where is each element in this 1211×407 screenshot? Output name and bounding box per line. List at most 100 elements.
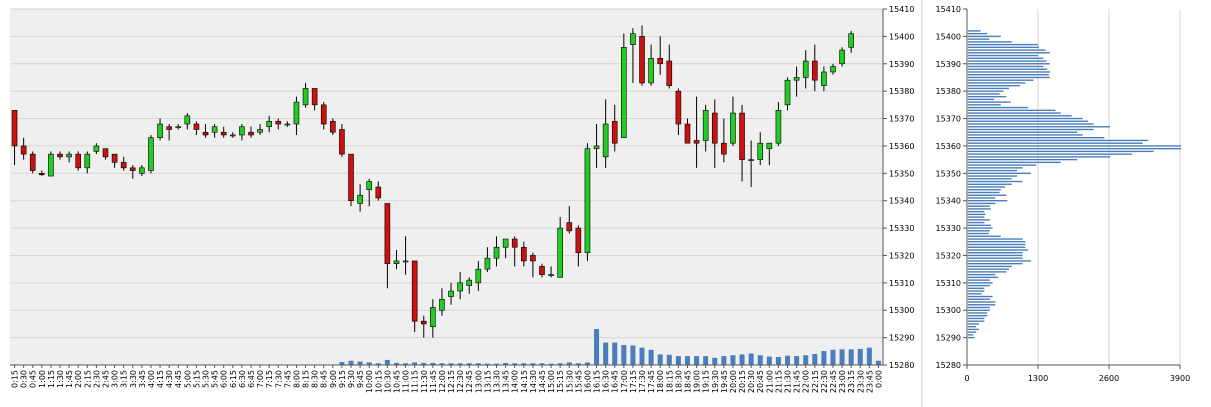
candle bbox=[684, 118, 691, 144]
candle bbox=[784, 77, 791, 111]
volume-bar bbox=[457, 363, 463, 365]
candle-body bbox=[611, 120, 618, 144]
x-tick-label: 3:15 bbox=[120, 370, 129, 388]
profile-bar bbox=[968, 191, 1000, 194]
profile-bar bbox=[968, 164, 1037, 166]
candle-body bbox=[239, 126, 245, 136]
volume-bar bbox=[339, 362, 345, 365]
candle bbox=[366, 178, 373, 207]
profile-bar bbox=[968, 106, 1029, 109]
profile-bar bbox=[968, 153, 1132, 155]
x-tick-label: 18:15 bbox=[665, 370, 674, 393]
candle-body bbox=[721, 142, 727, 155]
candle bbox=[193, 121, 200, 135]
x-tick-label: 13:45 bbox=[502, 370, 511, 393]
volume-bar bbox=[466, 363, 472, 365]
x-tick-label: 20:00 bbox=[729, 370, 738, 393]
x-tick-label: 14:00 bbox=[511, 370, 520, 393]
profile-bar bbox=[968, 178, 1012, 180]
profile-bar bbox=[968, 189, 1001, 191]
profile-bar bbox=[968, 98, 995, 101]
x-tick-label: 23:45 bbox=[865, 370, 874, 393]
x-tick-label: 4:30 bbox=[165, 370, 174, 388]
profile-bar bbox=[968, 271, 1007, 273]
profile-bar bbox=[968, 90, 1004, 92]
profile-bar bbox=[968, 293, 982, 295]
volume-bar bbox=[666, 354, 672, 365]
x-tick-label: 22:00 bbox=[802, 370, 811, 393]
main-y-axis: 15410 15400 15390 15380 15370 15360 15350 15340… bbox=[10, 5, 914, 370]
volume-bar bbox=[830, 349, 836, 365]
profile-bar bbox=[968, 219, 990, 221]
profile-bar bbox=[968, 150, 1154, 153]
x-tick-label: 17:00 bbox=[620, 370, 629, 393]
volume-bar bbox=[730, 355, 736, 365]
candle-body bbox=[275, 120, 282, 125]
profile-y-tick-label: 15330 bbox=[936, 224, 961, 233]
candle-body bbox=[366, 181, 373, 191]
profile-bar bbox=[968, 254, 1023, 257]
x-tick-label: 0:15 bbox=[11, 370, 20, 388]
candle-body bbox=[29, 153, 36, 171]
volume-bar bbox=[412, 362, 418, 365]
candle bbox=[557, 217, 563, 278]
x-tick-label: 21:00 bbox=[765, 370, 774, 393]
candle-body bbox=[248, 131, 254, 136]
profile-bar bbox=[968, 213, 986, 216]
x-tick-label: 11:45 bbox=[429, 370, 438, 393]
candle bbox=[129, 165, 136, 179]
profile-bar bbox=[968, 35, 1001, 38]
profile-bar bbox=[968, 131, 1078, 133]
candle bbox=[666, 44, 673, 89]
profile-bar bbox=[968, 301, 996, 303]
profile-x-axis: 0 1300 2600 3900 bbox=[964, 365, 1190, 383]
profile-bar bbox=[968, 257, 1023, 259]
volume-bar bbox=[657, 354, 663, 365]
profile-bar bbox=[968, 183, 1012, 185]
x-tick-label: 15:45 bbox=[574, 370, 583, 393]
x-tick-label: 6:45 bbox=[247, 370, 256, 388]
x-tick-label: 3:45 bbox=[138, 370, 147, 388]
volume-bar bbox=[357, 361, 363, 365]
profile-y-axis: 15410 15400 15390 15380 15370 15360 15350 15340… bbox=[936, 5, 1180, 370]
candle-body bbox=[93, 145, 100, 152]
candle bbox=[502, 238, 509, 259]
profile-bar bbox=[968, 336, 975, 339]
y-tick-label: 15410 bbox=[889, 5, 914, 14]
x-tick-label: 9:15 bbox=[338, 370, 347, 388]
volume-bar bbox=[848, 349, 854, 365]
candle bbox=[484, 247, 491, 272]
candle bbox=[320, 102, 327, 130]
candle-body bbox=[584, 148, 591, 254]
profile-bar bbox=[968, 126, 1110, 128]
candle bbox=[48, 151, 54, 177]
candle bbox=[211, 124, 218, 138]
candle bbox=[148, 134, 154, 174]
candle bbox=[466, 277, 473, 294]
volume-bar bbox=[621, 345, 627, 365]
volume-bar bbox=[375, 363, 381, 365]
x-tick-label: 6:15 bbox=[229, 370, 238, 388]
candle bbox=[766, 142, 773, 166]
volume-bar bbox=[839, 349, 845, 365]
profile-y-tick-label: 15290 bbox=[936, 334, 961, 343]
candle bbox=[66, 151, 72, 163]
x-tick-label: 5:45 bbox=[211, 370, 220, 388]
x-tick-label: 23:30 bbox=[856, 370, 865, 393]
profile-bar bbox=[968, 74, 1049, 76]
x-tick-label: 22:45 bbox=[829, 370, 838, 393]
profile-bar bbox=[968, 216, 985, 218]
volume-bar bbox=[557, 363, 563, 365]
profile-bar bbox=[968, 238, 1023, 240]
x-tick-label: 21:15 bbox=[774, 370, 783, 393]
candle bbox=[348, 153, 354, 207]
volume-bar bbox=[875, 360, 881, 365]
x-tick-label: 1:45 bbox=[65, 370, 74, 388]
volume-bar bbox=[575, 363, 581, 365]
candle bbox=[439, 288, 445, 316]
y-tick-label: 15320 bbox=[889, 251, 914, 260]
candle-body bbox=[48, 153, 54, 177]
candle-body bbox=[120, 162, 127, 169]
volume-bar bbox=[712, 357, 718, 365]
candle-body bbox=[20, 145, 27, 155]
